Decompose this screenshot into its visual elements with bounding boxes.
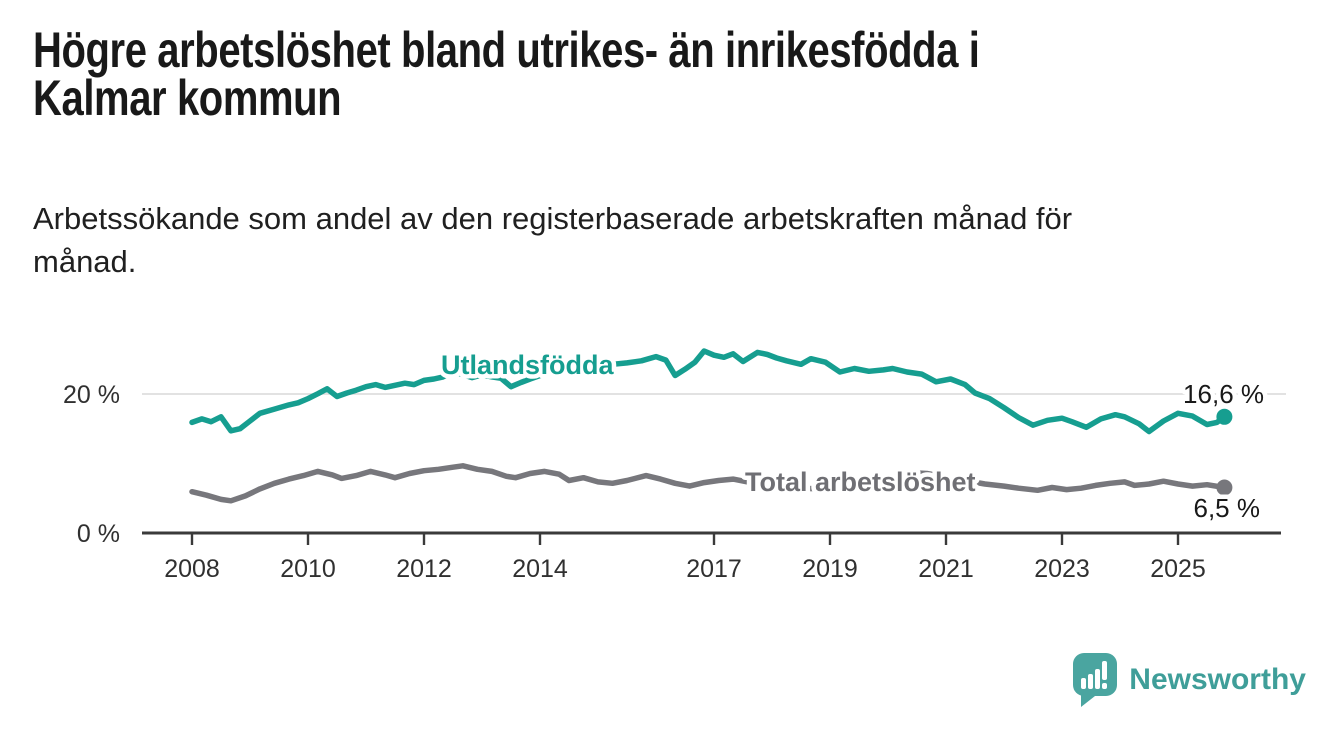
chart-subtitle: Arbetssökande som andel av den registerb… [33,197,1072,283]
title-line-2: Kalmar kommun [33,70,342,126]
line-utlandsfodda [189,348,1228,435]
x-axis-labels: 2008 2010 2012 2014 2017 2019 2021 2023 2025 [164,555,1206,583]
subtitle-line-2: månad. [33,244,137,279]
line-total-arbetsloshet [189,463,1228,504]
y-axis-label-0: 0 % [77,520,120,548]
x-tick-label: 2008 [164,555,220,583]
x-tick-label: 2023 [1034,555,1090,583]
x-tick-label: 2014 [512,555,568,583]
end-value-utlandsfodda: 16,6 % [1183,379,1264,409]
page-title: Högre arbetslöshet bland utrikes- än inr… [33,22,980,126]
newsworthy-logo-text: Newsworthy [1129,662,1306,696]
x-tick-label: 2021 [918,555,974,583]
series-label-total-arbetsloshet: Total arbetslöshet [745,467,976,497]
x-tick-label: 2019 [802,555,858,583]
end-dot-total [1216,479,1233,496]
y-axis-label-20: 20 % [63,381,120,409]
newsworthy-logo: Newsworthy [1072,652,1306,707]
end-value-total: 6,5 % [1194,493,1261,523]
newsworthy-bubble-icon [1073,653,1118,707]
x-tick-label: 2012 [396,555,452,583]
x-axis-ticks [190,533,1180,545]
x-tick-label: 2010 [280,555,336,583]
x-tick-label: 2025 [1150,555,1206,583]
title-line-1: Högre arbetslöshet bland utrikes- än inr… [33,22,980,78]
x-tick-label: 2017 [686,555,742,583]
end-dot-utlandsfodda [1216,408,1233,425]
series-label-utlandsfodda: Utlandsfödda [441,350,614,380]
subtitle-line-1: Arbetssökande som andel av den registerb… [33,201,1073,236]
